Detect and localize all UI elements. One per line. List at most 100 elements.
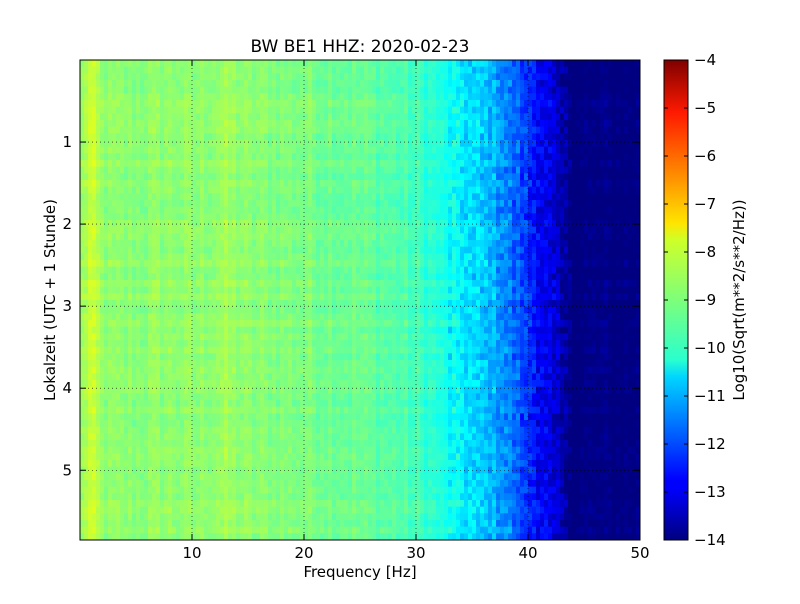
- heatmap-cell: [336, 153, 341, 161]
- heatmap-cell: [192, 106, 197, 114]
- heatmap-cell: [136, 66, 141, 74]
- heatmap-cell: [584, 266, 589, 274]
- heatmap-cell: [348, 126, 353, 134]
- heatmap-cell: [364, 126, 369, 134]
- heatmap-cell: [496, 106, 501, 114]
- heatmap-cell: [116, 200, 121, 208]
- heatmap-cell: [600, 160, 605, 168]
- heatmap-cell: [600, 253, 605, 261]
- heatmap-cell: [520, 186, 525, 194]
- heatmap-cell: [92, 233, 97, 241]
- heatmap-cell: [380, 73, 385, 81]
- heatmap-cell: [192, 60, 197, 68]
- heatmap-cell: [280, 200, 285, 208]
- heatmap-cell: [160, 106, 165, 114]
- heatmap-cell: [408, 280, 413, 288]
- heatmap-cell: [400, 126, 405, 134]
- heatmap-cell: [440, 66, 445, 74]
- heatmap-cell: [288, 146, 293, 154]
- heatmap-cell: [612, 73, 617, 81]
- heatmap-cell: [216, 73, 221, 81]
- heatmap-cell: [428, 226, 433, 234]
- heatmap-cell: [540, 113, 545, 121]
- heatmap-cell: [400, 226, 405, 234]
- heatmap-cell: [224, 160, 229, 168]
- heatmap-cell: [324, 206, 329, 214]
- heatmap-cell: [264, 173, 269, 181]
- heatmap-cell: [100, 180, 105, 188]
- heatmap-cell: [332, 206, 337, 214]
- heatmap-cell: [360, 246, 365, 254]
- heatmap-cell: [608, 106, 613, 114]
- heatmap-cell: [472, 73, 477, 81]
- heatmap-cell: [536, 146, 541, 154]
- heatmap-cell: [608, 66, 613, 74]
- heatmap-cell: [268, 100, 273, 108]
- heatmap-cell: [140, 246, 145, 254]
- heatmap-cell: [296, 260, 301, 268]
- heatmap-cell: [328, 253, 333, 261]
- heatmap-cell: [200, 286, 205, 294]
- heatmap-cell: [504, 260, 509, 268]
- heatmap-cell: [416, 273, 421, 281]
- heatmap-cell: [504, 120, 509, 128]
- heatmap-cell: [168, 193, 173, 201]
- heatmap-cell: [336, 93, 341, 101]
- heatmap-cell: [452, 120, 457, 128]
- heatmap-cell: [208, 73, 213, 81]
- heatmap-cell: [248, 73, 253, 81]
- heatmap-cell: [296, 173, 301, 181]
- heatmap-cell: [604, 106, 609, 114]
- heatmap-cell: [360, 66, 365, 74]
- heatmap-cell: [504, 280, 509, 288]
- heatmap-cell: [272, 86, 277, 94]
- heatmap-cell: [564, 266, 569, 274]
- heatmap-cell: [496, 100, 501, 108]
- heatmap-cell: [240, 180, 245, 188]
- heatmap-cell: [180, 153, 185, 161]
- heatmap-cell: [284, 253, 289, 261]
- heatmap-cell: [296, 280, 301, 288]
- heatmap-cell: [344, 113, 349, 121]
- heatmap-cell: [172, 133, 177, 141]
- heatmap-cell: [284, 280, 289, 288]
- heatmap-cell: [228, 233, 233, 241]
- heatmap-cell: [316, 173, 321, 181]
- heatmap-cell: [80, 80, 85, 88]
- heatmap-cell: [288, 140, 293, 148]
- heatmap-cell: [536, 126, 541, 134]
- heatmap-cell: [484, 180, 489, 188]
- heatmap-cell: [268, 226, 273, 234]
- heatmap-cell: [264, 93, 269, 101]
- heatmap-cell: [568, 193, 573, 201]
- heatmap-cell: [388, 193, 393, 201]
- heatmap-cell: [484, 193, 489, 201]
- heatmap-cell: [176, 93, 181, 101]
- heatmap-cell: [96, 93, 101, 101]
- heatmap-cell: [448, 86, 453, 94]
- heatmap-cell: [288, 120, 293, 128]
- heatmap-cell: [448, 113, 453, 121]
- heatmap-cell: [324, 166, 329, 174]
- heatmap-cell: [420, 73, 425, 81]
- heatmap-cell: [560, 186, 565, 194]
- heatmap-cell: [328, 106, 333, 114]
- heatmap-cell: [236, 293, 241, 301]
- heatmap-cell: [292, 153, 297, 161]
- heatmap-cell: [592, 133, 597, 141]
- heatmap-cell: [384, 86, 389, 94]
- heatmap-cell: [228, 73, 233, 81]
- heatmap-cell: [212, 153, 217, 161]
- heatmap-cell: [336, 100, 341, 108]
- heatmap-cell: [588, 193, 593, 201]
- heatmap-cell: [256, 280, 261, 288]
- heatmap-cell: [92, 260, 97, 268]
- heatmap-cell: [200, 93, 205, 101]
- heatmap-cell: [528, 186, 533, 194]
- heatmap-cell: [400, 173, 405, 181]
- heatmap-cell: [560, 100, 565, 108]
- heatmap-cell: [364, 173, 369, 181]
- heatmap-cell: [80, 66, 85, 74]
- heatmap-cell: [360, 100, 365, 108]
- heatmap-cell: [360, 106, 365, 114]
